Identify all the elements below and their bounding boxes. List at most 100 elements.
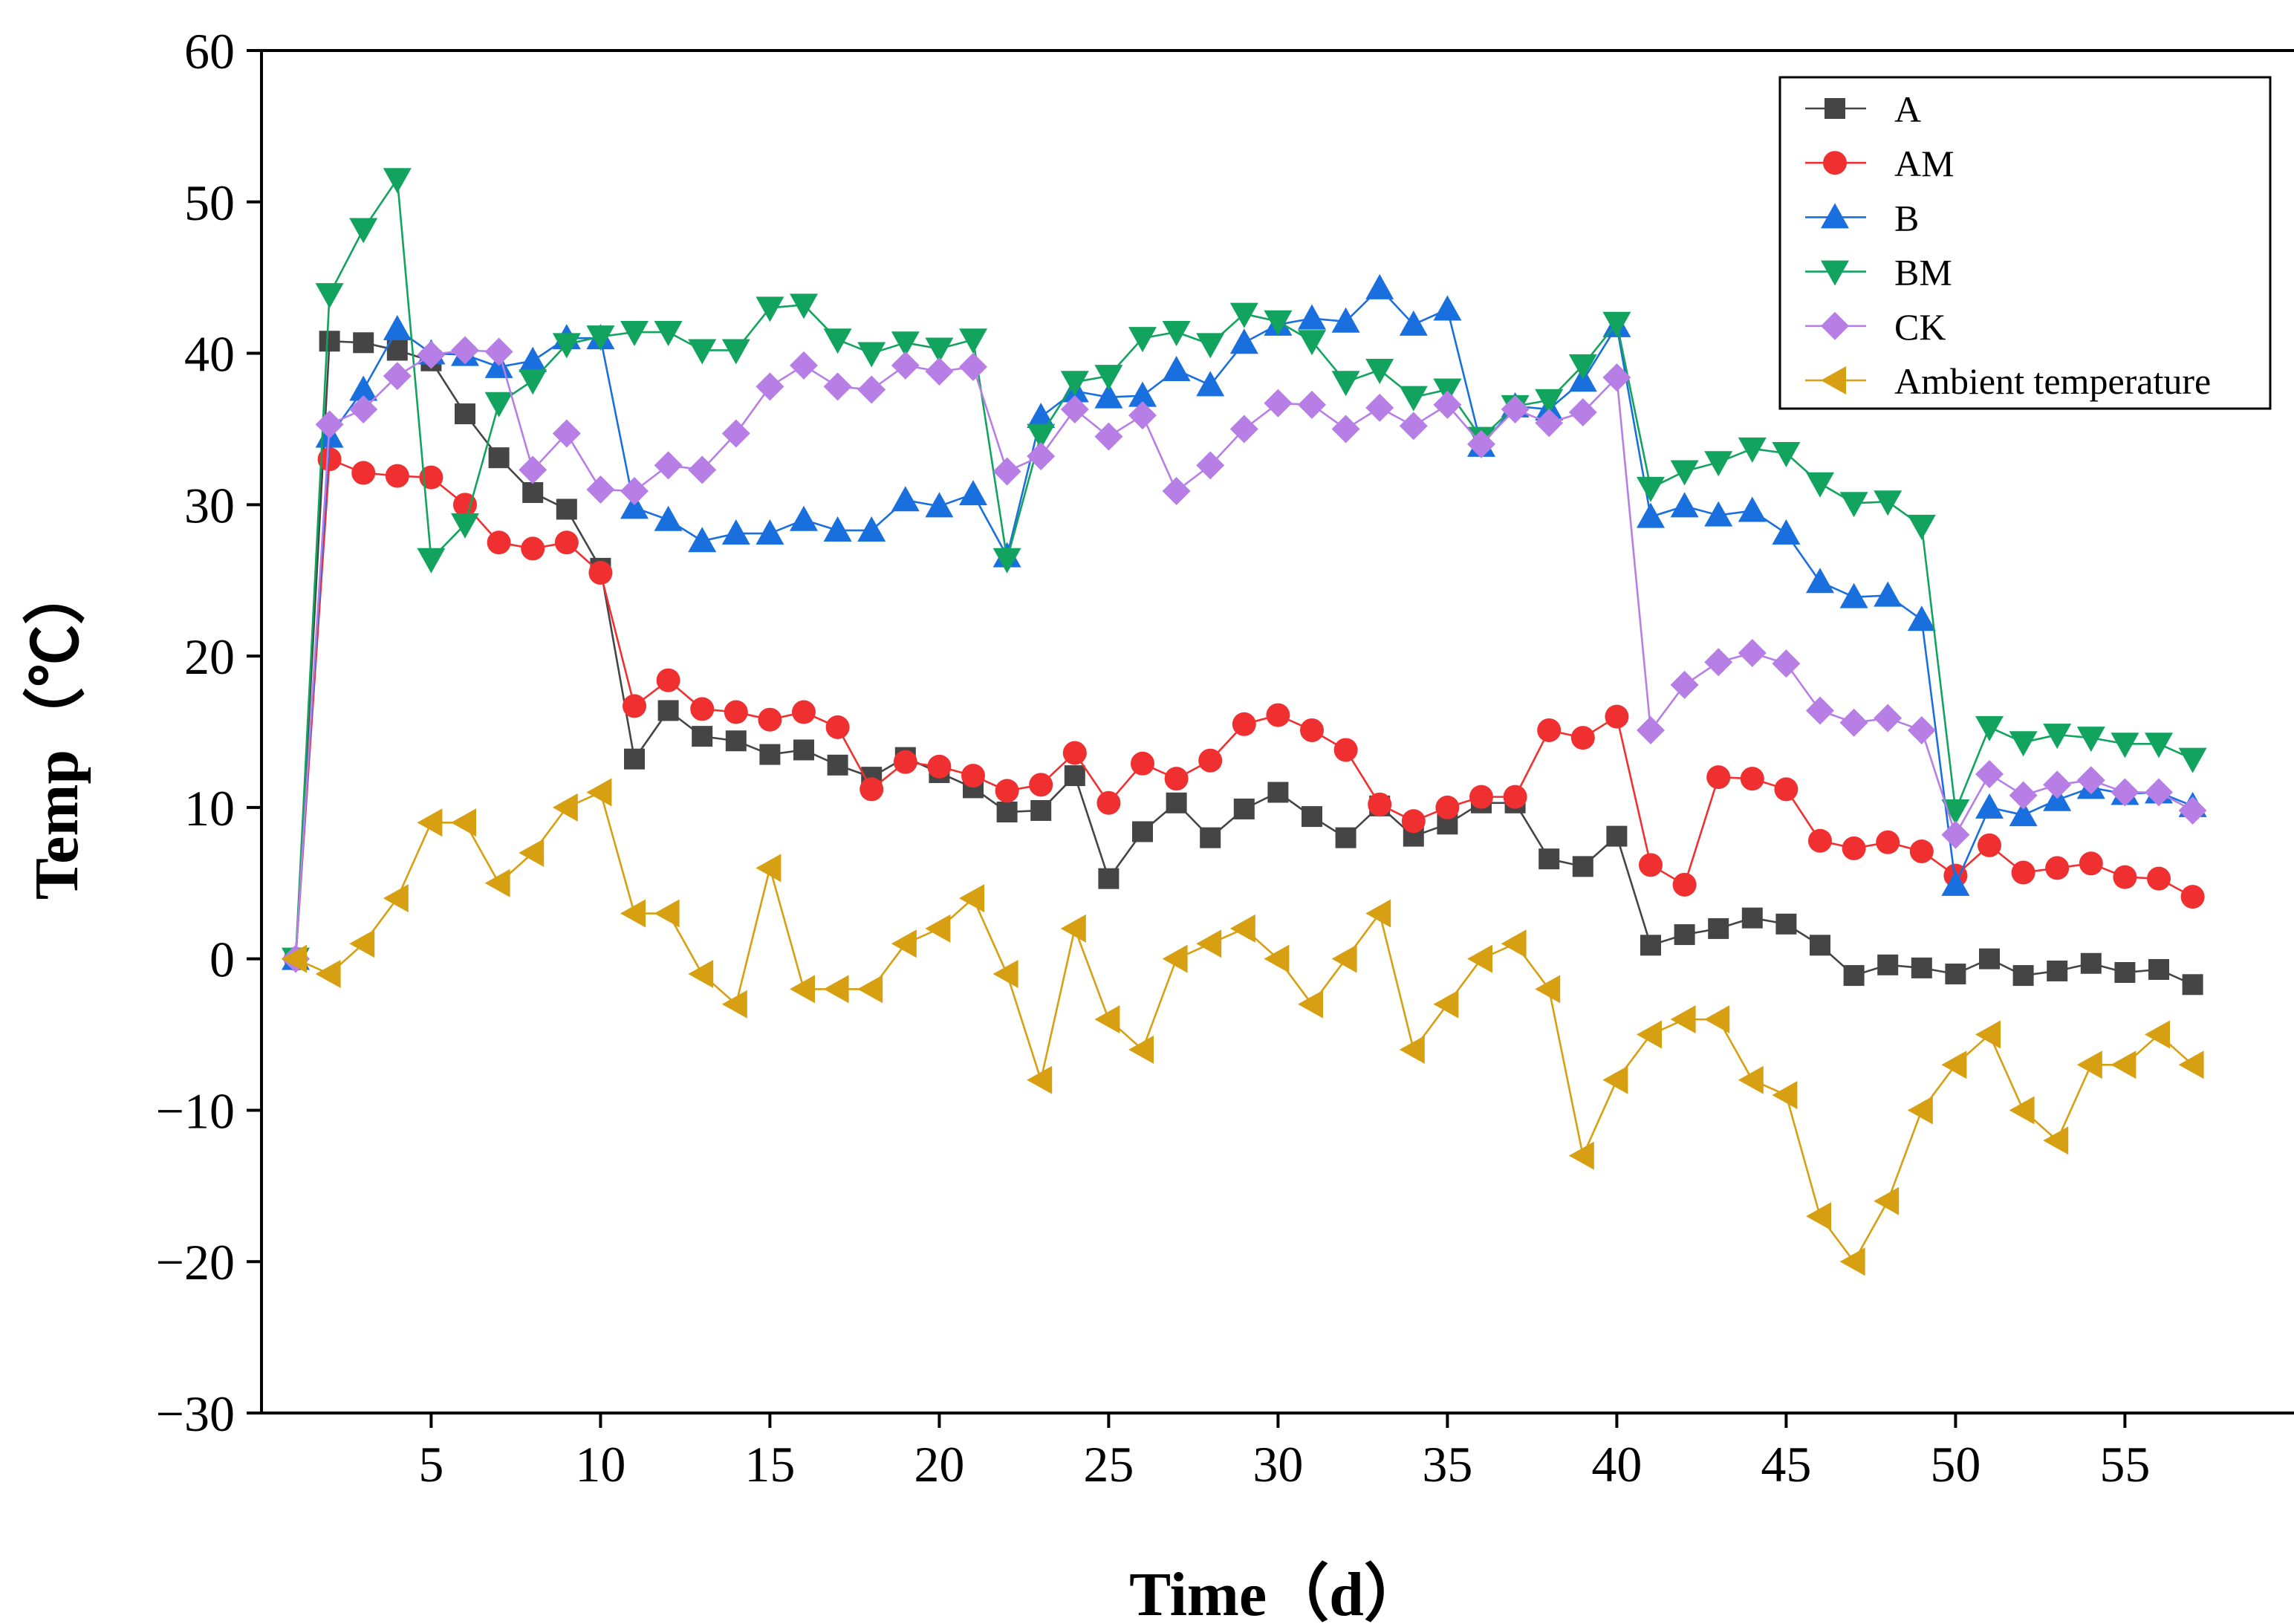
x-tick-label: 15 [744, 1436, 795, 1493]
data-point [756, 296, 784, 322]
data-point [860, 777, 884, 802]
data-point [823, 328, 852, 354]
data-point [992, 960, 1018, 989]
data-point [586, 778, 612, 807]
data-point [2145, 1020, 2170, 1049]
data-point [2178, 1050, 2204, 1079]
data-point [1060, 394, 1089, 423]
data-point [1806, 472, 1834, 498]
data-point [2111, 778, 2139, 807]
data-point [351, 461, 376, 485]
data-point [1806, 568, 1834, 594]
legend-item: A [1805, 88, 1921, 130]
data-point [1060, 914, 1086, 943]
data-point [1535, 409, 1564, 438]
data-point [1162, 321, 1191, 347]
data-point [654, 451, 683, 480]
data-point [1030, 799, 1052, 821]
data-point [688, 339, 717, 365]
data-point [484, 392, 513, 418]
data-point [1839, 582, 1868, 608]
data-point [1399, 1035, 1425, 1064]
data-point [349, 218, 378, 244]
data-point [487, 530, 511, 555]
data-point [759, 744, 781, 765]
data-point [959, 328, 987, 354]
data-point [1535, 389, 1564, 415]
data-point [2043, 770, 2072, 799]
data-point [1740, 767, 1764, 791]
data-point [1433, 990, 1459, 1019]
data-point [1229, 328, 1258, 354]
data-point [1637, 1020, 1662, 1049]
x-axis-label: Time（d） [1129, 1560, 1426, 1624]
data-point [688, 960, 714, 989]
data-point [1267, 782, 1289, 803]
data-point [857, 975, 883, 1004]
data-point [758, 707, 782, 732]
data-point [857, 375, 886, 404]
data-point [1602, 311, 1631, 337]
data-point [1975, 760, 2004, 789]
data-point [1128, 401, 1157, 430]
data-point [1738, 496, 1767, 522]
data-point [992, 548, 1021, 574]
data-point [790, 975, 815, 1004]
data-point [1027, 442, 1056, 471]
data-point [1877, 954, 1899, 975]
y-tick-label: 10 [184, 780, 235, 837]
data-point [624, 748, 645, 770]
data-point [823, 975, 849, 1004]
data-point [315, 960, 341, 989]
data-point [1469, 785, 1493, 809]
data-point [1399, 412, 1428, 441]
data-point [1704, 501, 1733, 527]
data-point [790, 505, 818, 531]
data-point [1874, 704, 1903, 733]
data-point [1264, 944, 1290, 973]
data-point [1331, 415, 1360, 444]
data-point [1098, 868, 1120, 889]
data-point [2113, 865, 2137, 889]
data-point [1978, 833, 2001, 857]
data-point [1062, 741, 1087, 765]
data-point [1606, 825, 1628, 847]
data-point [1941, 820, 1970, 849]
data-point [623, 694, 646, 718]
data-point [1094, 383, 1123, 409]
data-point [1674, 924, 1695, 946]
x-tick-label: 5 [418, 1436, 443, 1493]
data-point [315, 410, 344, 439]
data-point [2079, 851, 2103, 876]
data-point [2114, 962, 2136, 984]
data-point [654, 505, 683, 531]
data-point [891, 331, 920, 357]
legend-box [1778, 76, 2272, 410]
data-point [1568, 1141, 1594, 1170]
data-point [1706, 765, 1731, 790]
data-point [1128, 327, 1157, 353]
data-point [586, 475, 615, 504]
data-point [1229, 302, 1258, 328]
legend-marker [1821, 260, 1849, 286]
data-point [2076, 766, 2105, 795]
data-point [1232, 712, 1256, 736]
x-tick-label: 35 [1422, 1436, 1472, 1493]
data-point [2076, 727, 2105, 753]
data-point [1501, 929, 1527, 958]
data-point [522, 482, 544, 504]
data-point [1843, 965, 1865, 987]
data-point [1467, 944, 1492, 973]
data-point [353, 332, 374, 354]
data-point [654, 899, 680, 928]
y-tick-label: 20 [184, 629, 235, 685]
data-point [383, 168, 412, 194]
data-point [925, 914, 951, 943]
data-point [1637, 715, 1665, 744]
legend-label: CK [1894, 306, 1946, 348]
data-point [349, 394, 378, 423]
data-point [1433, 295, 1462, 321]
data-point [2178, 796, 2207, 825]
data-point [1538, 848, 1560, 870]
